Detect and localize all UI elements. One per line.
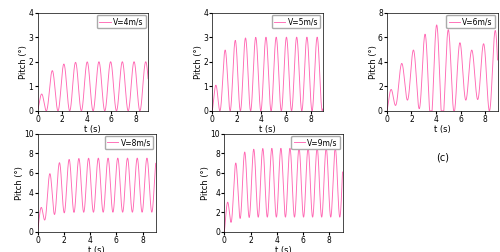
Y-axis label: Pitch (°): Pitch (°) xyxy=(202,166,210,200)
Legend: V=4m/s: V=4m/s xyxy=(97,15,146,28)
Text: (a): (a) xyxy=(86,152,100,162)
X-axis label: t (s): t (s) xyxy=(259,125,276,134)
Y-axis label: Pitch (°): Pitch (°) xyxy=(194,45,203,79)
X-axis label: t (s): t (s) xyxy=(84,125,101,134)
Legend: V=5m/s: V=5m/s xyxy=(272,15,320,28)
X-axis label: t (s): t (s) xyxy=(88,246,105,252)
Legend: V=9m/s: V=9m/s xyxy=(292,136,340,149)
Y-axis label: Pitch (°): Pitch (°) xyxy=(369,45,378,79)
X-axis label: t (s): t (s) xyxy=(275,246,292,252)
Text: (c): (c) xyxy=(436,152,448,162)
Legend: V=6m/s: V=6m/s xyxy=(446,15,495,28)
X-axis label: t (s): t (s) xyxy=(434,125,450,134)
Legend: V=8m/s: V=8m/s xyxy=(104,136,154,149)
Y-axis label: Pitch (°): Pitch (°) xyxy=(14,166,24,200)
Text: (b): (b) xyxy=(260,152,274,162)
Y-axis label: Pitch (°): Pitch (°) xyxy=(20,45,28,79)
